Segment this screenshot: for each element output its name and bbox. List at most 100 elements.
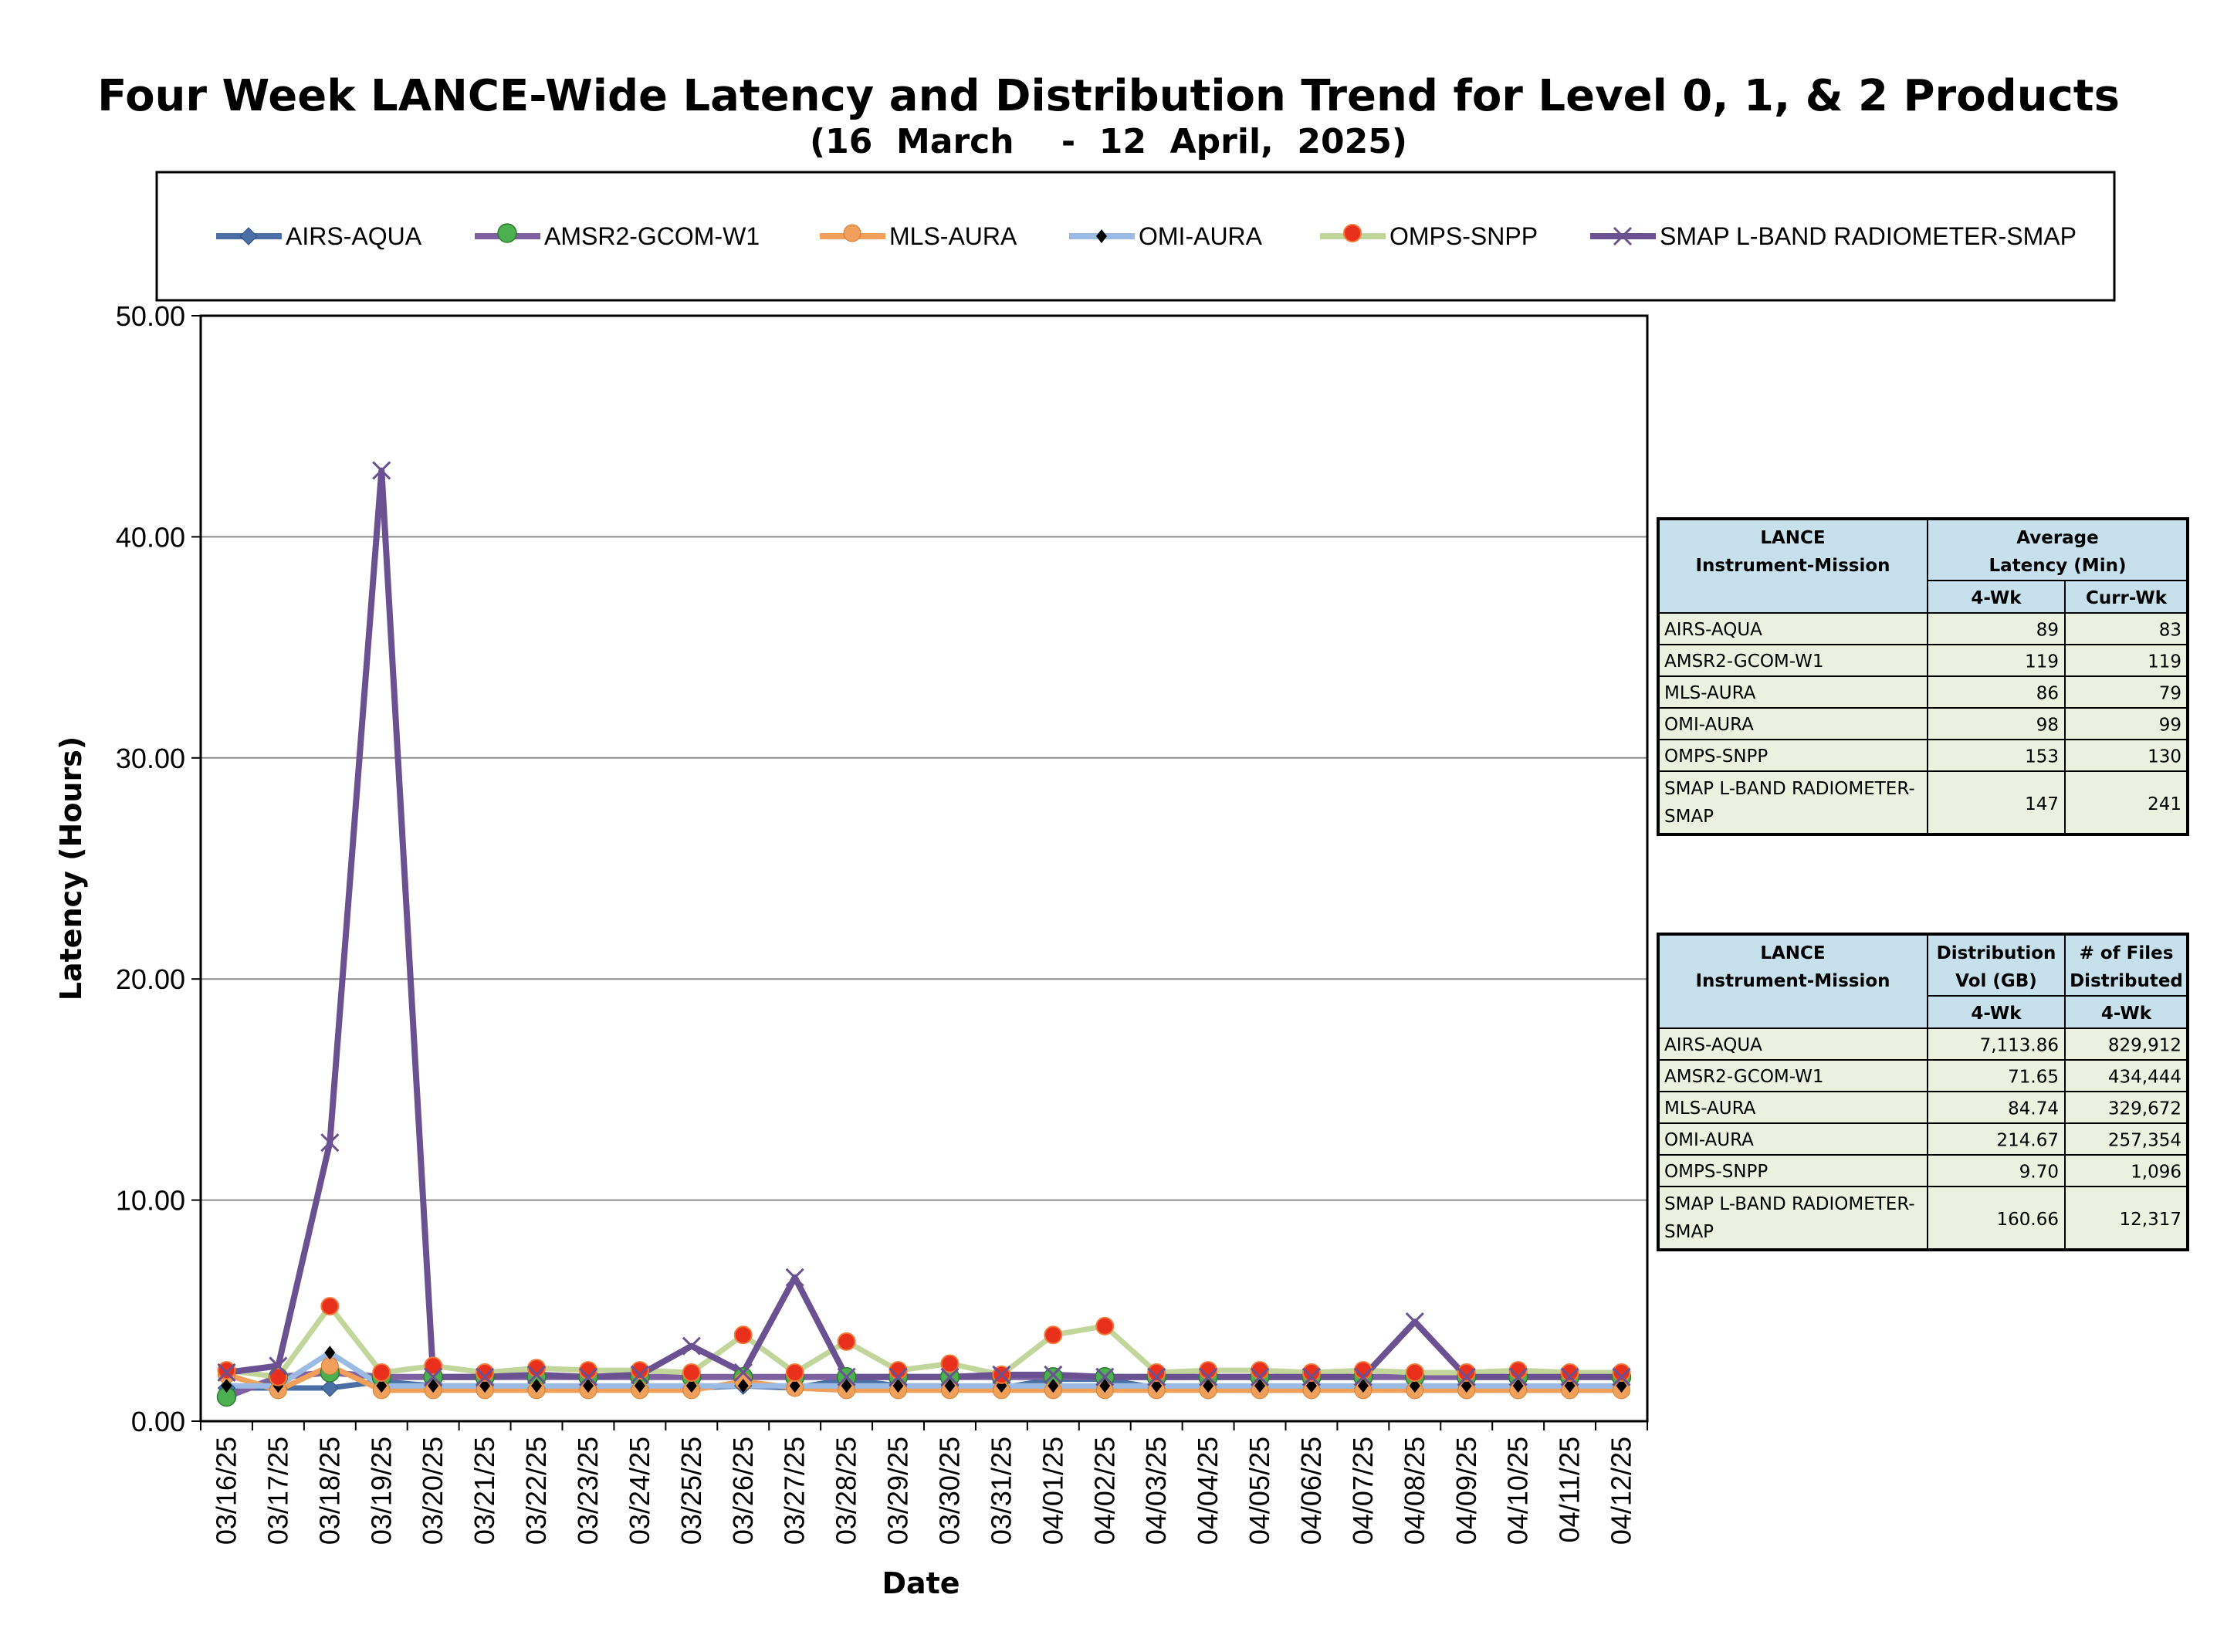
- data-point: [940, 1354, 960, 1373]
- table-row-name: OMPS-SNPP: [1664, 1162, 1768, 1182]
- table-cell-bg: [2064, 995, 2188, 1029]
- data-point: [1612, 1363, 1631, 1382]
- table-cell-bg: [2064, 644, 2188, 677]
- table-cell-bg: [2064, 675, 2188, 709]
- data-point: [843, 224, 861, 242]
- data-point: [1305, 1379, 1317, 1393]
- data-point: [424, 1356, 443, 1376]
- table-row-name: MLS-AURA: [1664, 1099, 1756, 1119]
- table-border: [1657, 517, 2189, 836]
- table-cell-bg: [1657, 1186, 1928, 1251]
- x-tick-label: 04/07/25: [1347, 1437, 1379, 1545]
- table-row-value: 434,444: [2108, 1068, 2181, 1088]
- legend-label: AMSR2-GCOM-W1: [544, 222, 760, 250]
- distribution-table: Distribution Vol (GB) # of Files Distribute…: [1657, 933, 2189, 1251]
- table-header: Average Latency (Min): [1989, 528, 2127, 576]
- legend-label: SMAP L-BAND RADIOMETER-SMAP: [1660, 222, 2077, 250]
- table-subheader: Curr-Wk: [2086, 588, 2168, 608]
- x-tick-label: 03/18/25: [313, 1437, 345, 1545]
- table-row-value: 241: [2148, 794, 2181, 814]
- data-point: [221, 1379, 232, 1393]
- data-point: [479, 1379, 491, 1393]
- plot-area: [199, 314, 1649, 1423]
- data-point: [630, 1361, 649, 1380]
- table-row-value: 86: [2036, 684, 2059, 704]
- table-cell-bg: [2064, 1122, 2188, 1156]
- data-point: [376, 1379, 388, 1393]
- table-cell-bg: [1657, 644, 1928, 677]
- data-point: [1405, 1312, 1424, 1332]
- table-border: [1657, 933, 2189, 1251]
- x-tick-label: 03/22/25: [520, 1437, 552, 1545]
- data-point: [582, 1379, 594, 1393]
- data-point: [320, 1356, 339, 1375]
- data-point: [841, 1379, 852, 1393]
- table-row-name: OMPS-SNPP: [1664, 746, 1768, 767]
- table-row-value: 7,113.86: [1980, 1036, 2059, 1056]
- series-line: [226, 1303, 1622, 1380]
- data-point: [1353, 1367, 1373, 1386]
- series-line: [226, 1349, 1622, 1389]
- table-row-value: 829,912: [2108, 1036, 2181, 1056]
- x-tick-label: 04/01/25: [1037, 1437, 1068, 1545]
- x-tick-label: 03/23/25: [572, 1437, 604, 1545]
- data-point: [424, 1367, 443, 1386]
- x-tick-label: 03/21/25: [469, 1437, 500, 1545]
- data-point: [837, 1367, 856, 1386]
- data-point: [1250, 1367, 1270, 1386]
- data-point: [1254, 1379, 1266, 1393]
- data-point: [1199, 1361, 1218, 1380]
- y-tick-label: 20.00: [116, 963, 185, 995]
- y-tick-label: 40.00: [116, 521, 185, 553]
- table-header: LANCE Instrument-Mission: [1695, 528, 1890, 576]
- data-point: [634, 1379, 645, 1393]
- data-point: [682, 1363, 701, 1382]
- table-cell-bg: [1927, 580, 2066, 614]
- table-row-value: 257,354: [2108, 1131, 2181, 1151]
- data-point: [1508, 1361, 1528, 1380]
- data-point: [1357, 1379, 1369, 1393]
- table-header: Distribution Vol (GB): [1937, 943, 2056, 991]
- table-header: # of Files Distributed: [2070, 943, 2183, 991]
- table-subheader: 4-Wk: [1971, 588, 2022, 608]
- x-tick-label: 04/12/25: [1606, 1437, 1637, 1545]
- table-row-value: 130: [2148, 747, 2181, 767]
- chart-subtitle: (16 March - 12 April, 2025): [810, 122, 1407, 161]
- x-tick-label: 03/28/25: [831, 1437, 862, 1545]
- x-tick-label: 03/29/25: [882, 1437, 914, 1545]
- data-point: [1343, 224, 1362, 242]
- data-point: [1560, 1367, 1579, 1386]
- series-lines: [225, 467, 1622, 1400]
- series-line: [225, 467, 1622, 1380]
- x-tick-label: 03/16/25: [210, 1437, 242, 1545]
- legend: AIRS-AQUA AMSR2-GCOM-W1 MLS-AURA OMI-AURA OM…: [216, 222, 2077, 250]
- data-point: [1151, 1379, 1163, 1393]
- table-row-value: 98: [2036, 716, 2059, 736]
- x-tick-label: 03/17/25: [262, 1437, 293, 1545]
- x-tick-label: 04/04/25: [1192, 1437, 1224, 1545]
- table-cell-bg: [2064, 1059, 2188, 1092]
- table-row-value: 160.66: [1997, 1210, 2059, 1230]
- latency-table: Average Latency (Min) LANCE Instrument-Miss…: [1657, 517, 2189, 836]
- data-point: [785, 1268, 804, 1287]
- y-tick-label: 10.00: [116, 1185, 185, 1217]
- data-point: [217, 1363, 236, 1383]
- table-cell-bg: [1657, 612, 1928, 645]
- data-point: [733, 1363, 753, 1383]
- legend-label: OMI-AURA: [1139, 222, 1263, 250]
- table-row-value: 153: [2025, 747, 2059, 767]
- data-point: [1199, 1367, 1218, 1386]
- x-tick-label: 03/19/25: [365, 1437, 397, 1545]
- table-row-value: 214.67: [1997, 1131, 2059, 1151]
- data-point: [428, 1379, 439, 1393]
- x-tick-label: 04/10/25: [1502, 1437, 1534, 1545]
- data-point: [239, 227, 258, 245]
- table-subheader: 4-Wk: [2101, 1004, 2152, 1024]
- data-point: [1044, 1365, 1063, 1384]
- table-cell-bg: [2064, 1154, 2188, 1187]
- table-cell-bg: [1927, 995, 2066, 1029]
- data-point: [1405, 1363, 1424, 1382]
- table-row-value: 9.70: [2019, 1163, 2059, 1183]
- data-point: [1095, 1316, 1115, 1335]
